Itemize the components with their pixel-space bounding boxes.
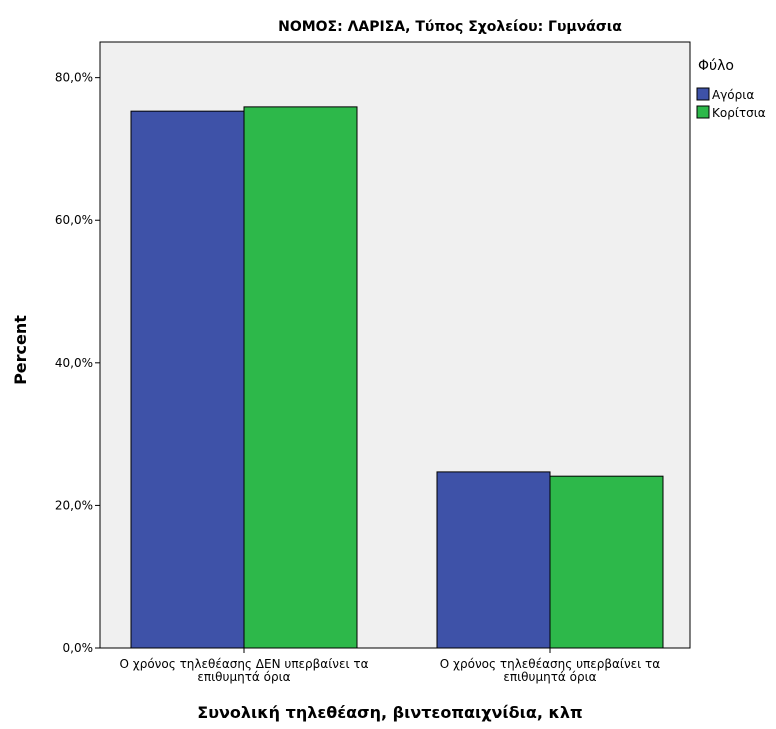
legend-swatch <box>696 87 710 101</box>
y-tick-label: 0,0% <box>63 641 94 655</box>
x-tick-label: Ο χρόνος τηλεθέασης ΔΕΝ υπερβαίνει τα <box>120 657 369 671</box>
legend-label: Κορίτσια <box>712 106 766 120</box>
y-tick-label: 40,0% <box>55 356 93 370</box>
chart-title: ΝΟΜΟΣ: ΛΑΡΙΣΑ, Τύπος Σχολείου: Γυμνάσια <box>278 19 622 35</box>
bars <box>130 106 664 649</box>
y-axis-title: Percent <box>11 315 30 385</box>
legend-label: Αγόρια <box>712 88 754 102</box>
x-tick-label: επιθυμητά όρια <box>503 670 596 684</box>
bar-series-2-cat-2 <box>549 475 664 649</box>
y-tick-label: 60,0% <box>55 213 93 227</box>
y-tick-label: 80,0% <box>55 71 93 85</box>
x-axis: Ο χρόνος τηλεθέασης ΔΕΝ υπερβαίνει ταεπι… <box>120 648 660 684</box>
x-axis-title: Συνολική τηλεθέαση, βιντεοπαιχνίδια, κλπ <box>197 703 582 722</box>
legend-swatch <box>696 105 710 119</box>
bar-series-1-cat-1 <box>130 110 245 649</box>
x-tick-label: επιθυμητά όρια <box>197 670 290 684</box>
legend-title: Φύλο <box>698 58 734 74</box>
x-tick-label: Ο χρόνος τηλεθέασης υπερβαίνει τα <box>440 657 660 671</box>
y-tick-label: 20,0% <box>55 498 93 512</box>
bar-series-2-cat-1 <box>243 106 358 649</box>
legend: Φύλο Αγόρια Κορίτσια <box>696 58 766 120</box>
y-axis: 0,0% 20,0% 40,0% 60,0% 80,0% <box>55 71 100 655</box>
bar-series-1-cat-2 <box>436 471 551 649</box>
